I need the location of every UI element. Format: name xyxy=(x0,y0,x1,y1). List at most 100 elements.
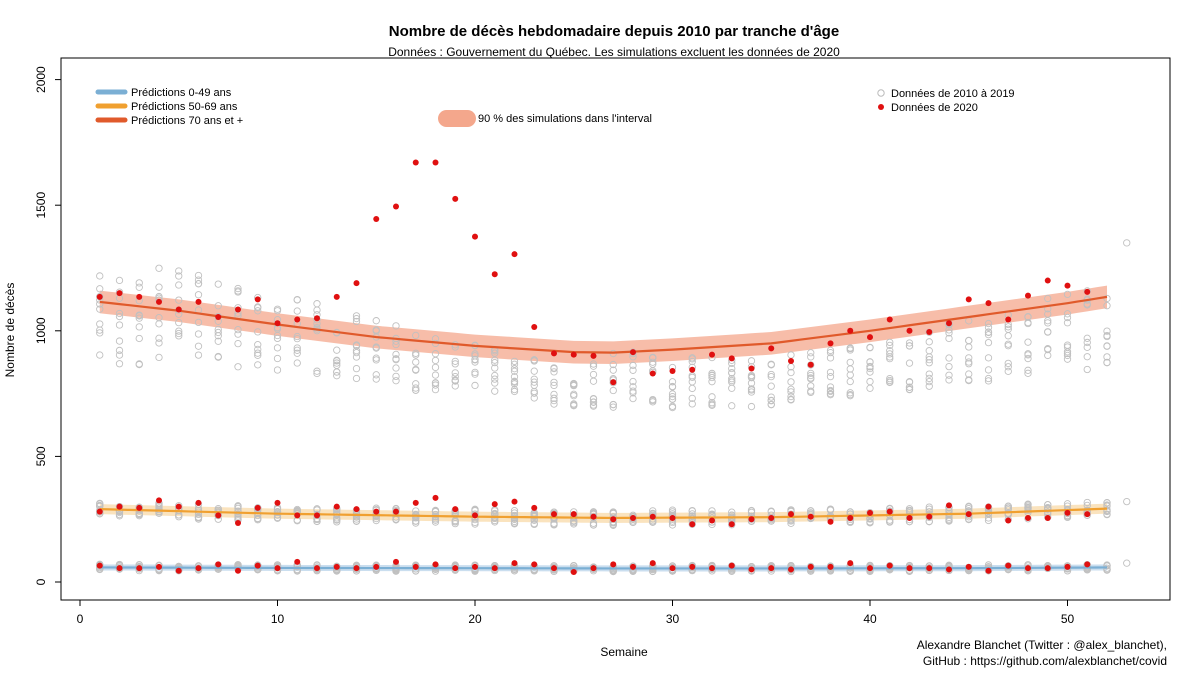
historical-point xyxy=(451,360,459,368)
point-2020 xyxy=(511,560,518,567)
historical-point xyxy=(1004,323,1012,331)
point-2020 xyxy=(768,345,775,352)
historical-point xyxy=(1103,331,1111,340)
historical-point xyxy=(115,346,124,355)
point-2020 xyxy=(709,351,715,358)
historical-point xyxy=(412,386,420,394)
historical-point xyxy=(886,354,894,363)
point-2020 xyxy=(807,361,814,368)
historical-point xyxy=(491,387,499,395)
point-2020 xyxy=(156,497,162,504)
historical-point xyxy=(471,352,479,360)
historical-point xyxy=(1083,343,1091,351)
historical-point xyxy=(668,378,677,386)
historical-point xyxy=(826,506,835,514)
historical-point xyxy=(471,370,479,378)
x-axis-label: Semaine xyxy=(600,645,648,659)
historical-point xyxy=(491,356,499,364)
historical-point xyxy=(352,347,361,355)
historical-point xyxy=(688,394,696,402)
historical-point xyxy=(965,354,973,362)
point-2020 xyxy=(847,560,854,567)
historical-point xyxy=(530,367,538,375)
historical-point xyxy=(708,507,716,515)
historical-point xyxy=(945,362,953,371)
historical-point xyxy=(530,394,538,402)
historical-point xyxy=(905,342,914,350)
point-2020 xyxy=(333,293,340,300)
point-2020 xyxy=(452,195,459,202)
historical-point xyxy=(984,331,993,339)
historical-point xyxy=(530,378,538,386)
historical-point xyxy=(589,398,598,406)
point-2020 xyxy=(1044,565,1051,572)
historical-point xyxy=(175,332,183,340)
point-2020 xyxy=(689,521,696,528)
legend-label-70-plus: Prédictions 70 ans et + xyxy=(131,115,243,127)
point-2020 xyxy=(393,558,399,565)
historical-point xyxy=(826,372,835,381)
historical-point xyxy=(273,508,282,517)
historical-point xyxy=(392,565,400,573)
historical-point xyxy=(510,507,519,515)
historical-point xyxy=(194,271,203,280)
historical-point xyxy=(570,402,578,410)
historical-point xyxy=(747,402,756,411)
historical-point xyxy=(155,320,163,328)
historical-point xyxy=(155,283,163,291)
point-2020 xyxy=(551,350,557,357)
historical-point xyxy=(234,363,242,371)
point-2020 xyxy=(570,511,577,518)
chart-title: Nombre de décès hebdomadaire depuis 2010… xyxy=(389,23,839,40)
point-2020 xyxy=(156,298,162,305)
historical-point xyxy=(333,361,341,369)
historical-point xyxy=(1103,342,1111,350)
historical-point xyxy=(649,354,657,362)
point-2020 xyxy=(235,519,241,526)
point-2020 xyxy=(748,566,755,573)
point-2020 xyxy=(96,293,103,300)
historical-point xyxy=(866,368,874,376)
point-2020 xyxy=(748,365,755,372)
historical-point xyxy=(866,344,874,352)
historical-point xyxy=(254,341,262,349)
historical-point xyxy=(1004,332,1012,340)
historical-point xyxy=(510,373,519,381)
historical-point xyxy=(826,354,835,362)
point-2020 xyxy=(254,562,261,569)
point-2020 xyxy=(590,352,597,359)
point-2020 xyxy=(965,296,972,303)
historical-point xyxy=(451,372,459,381)
point-2020 xyxy=(511,251,518,258)
historical-point xyxy=(886,378,894,386)
historical-point xyxy=(431,371,440,379)
historical-point xyxy=(886,518,894,526)
historical-point xyxy=(846,566,854,574)
historical-point xyxy=(194,330,203,338)
y-tick-label: 0 xyxy=(34,578,48,585)
historical-point xyxy=(925,374,933,383)
historical-point xyxy=(352,364,361,373)
historical-point xyxy=(688,400,696,408)
historical-point xyxy=(214,302,222,310)
historical-point xyxy=(826,348,835,357)
historical-point xyxy=(550,400,558,408)
historical-point xyxy=(333,516,341,524)
point-2020 xyxy=(827,340,834,347)
historical-point xyxy=(807,349,815,357)
historical-point xyxy=(826,368,835,377)
historical-point xyxy=(1083,365,1091,374)
historical-point xyxy=(1083,498,1091,507)
historical-point xyxy=(668,392,677,401)
point-2020 xyxy=(590,513,597,520)
historical-point xyxy=(392,364,400,372)
historical-point xyxy=(1083,334,1091,342)
historical-point xyxy=(1063,313,1072,322)
historical-point xyxy=(234,330,242,338)
point-2020 xyxy=(689,563,696,570)
historical-point xyxy=(1063,290,1072,299)
historical-point xyxy=(1024,350,1032,358)
historical-point xyxy=(708,373,716,382)
historical-point xyxy=(570,520,578,528)
point-2020 xyxy=(946,320,952,327)
